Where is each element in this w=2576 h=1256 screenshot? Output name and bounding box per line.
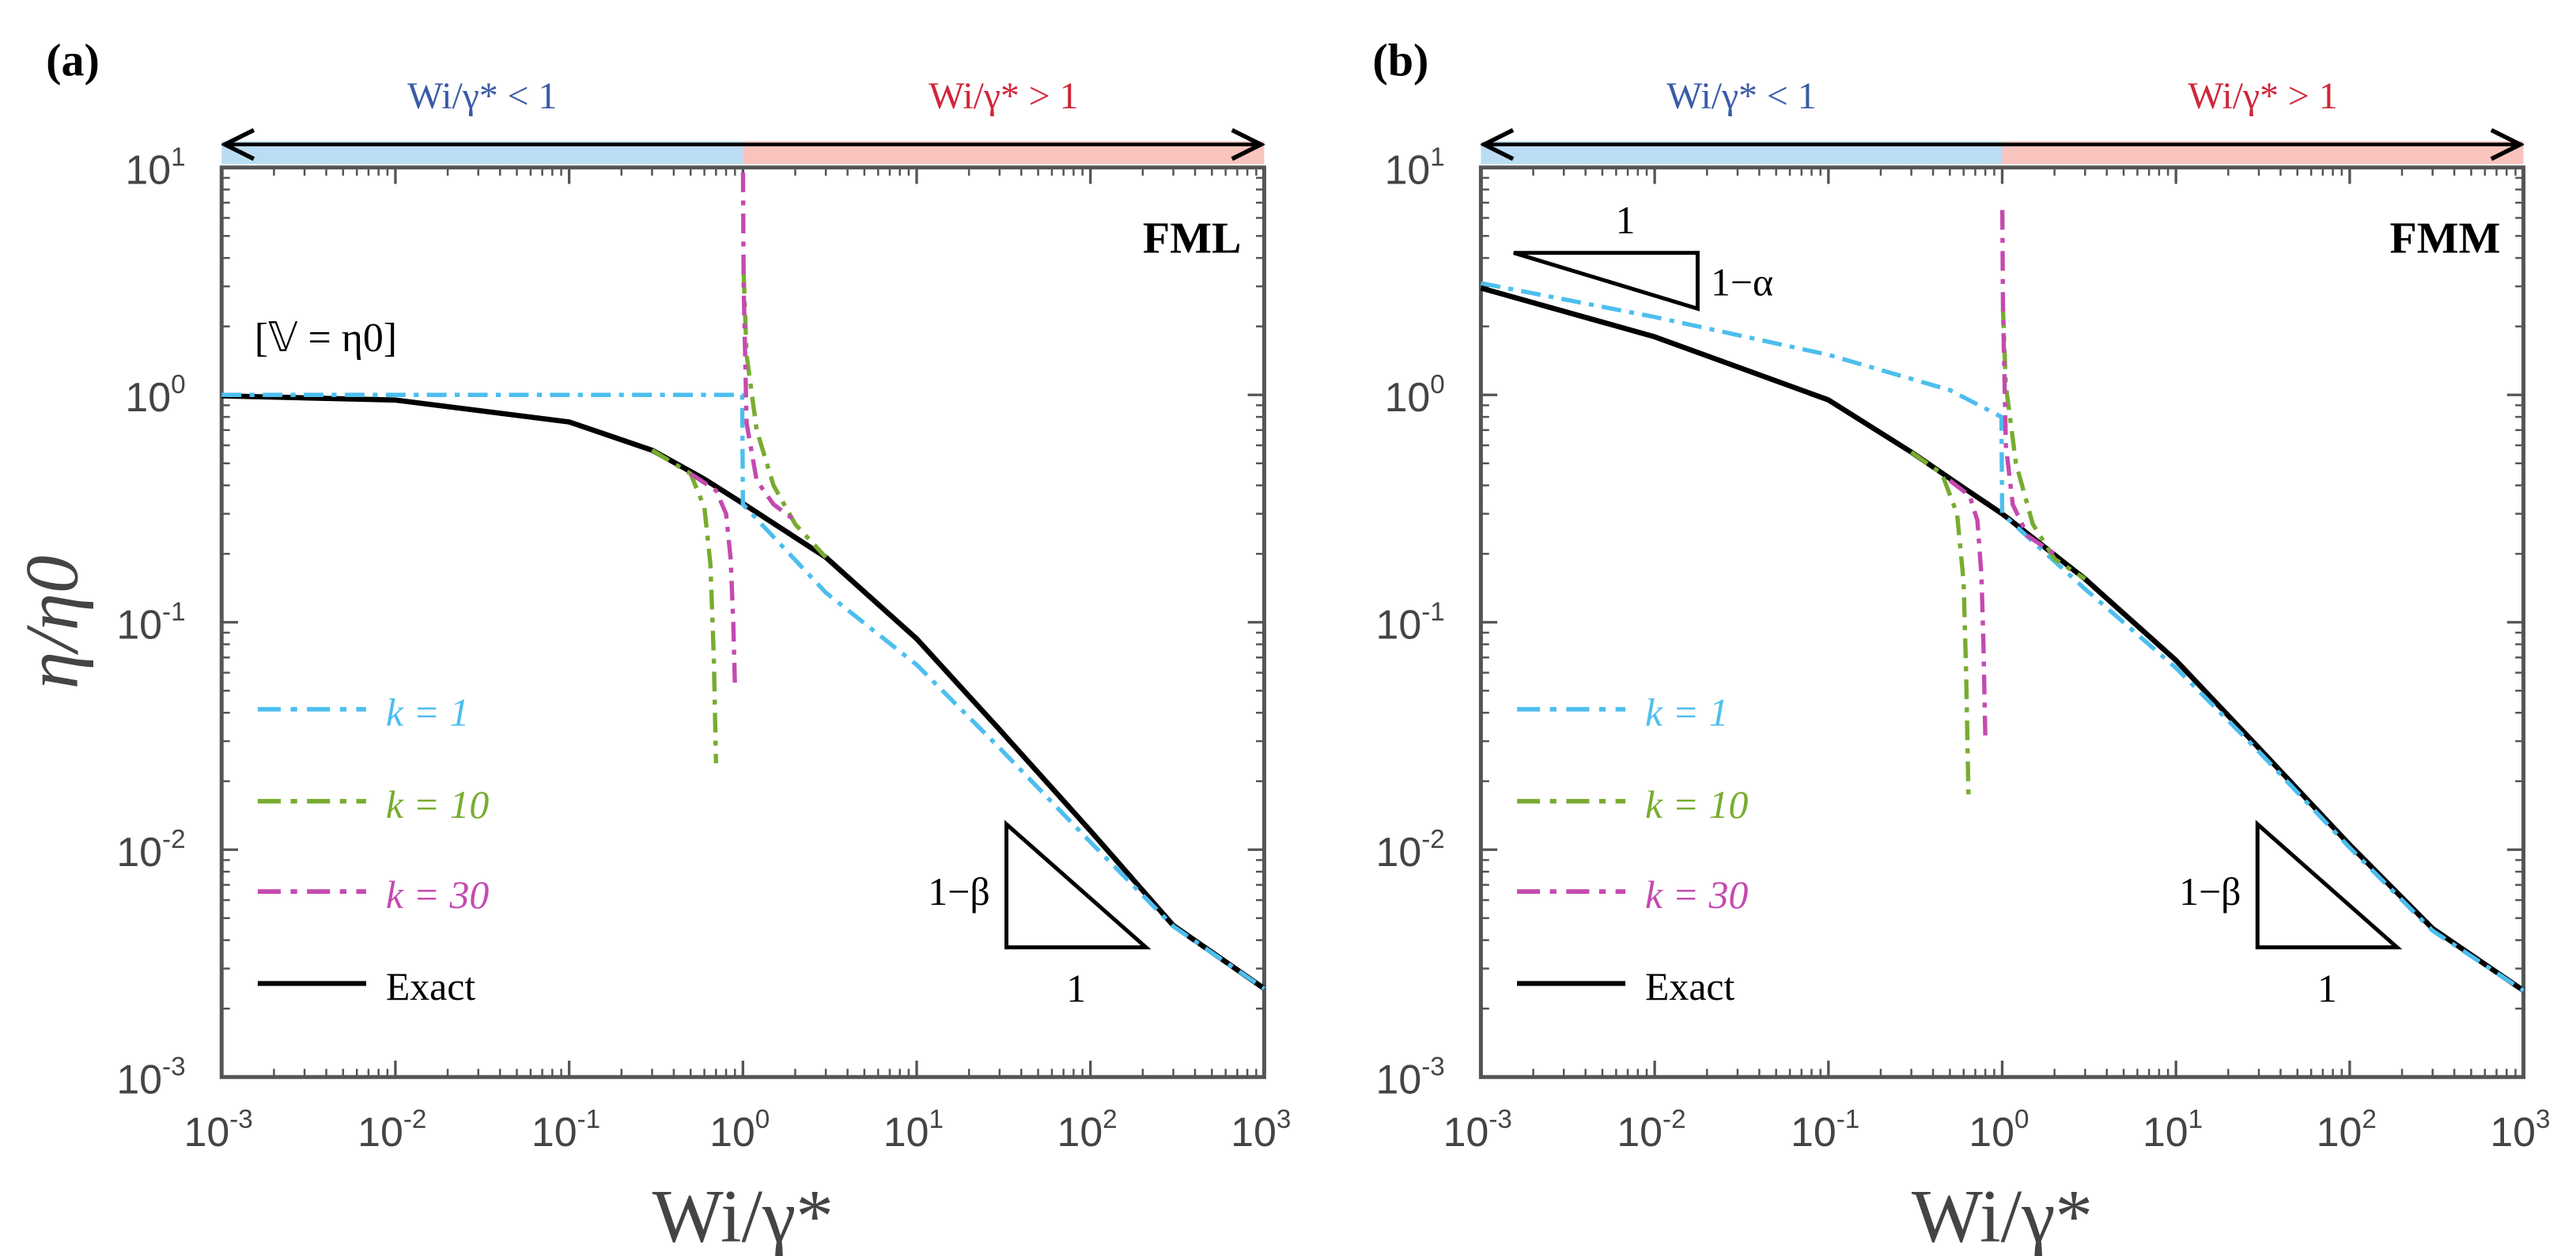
legend-label: k = 10	[386, 783, 490, 827]
x-axis-label: Wi/γ*	[1912, 1174, 2093, 1256]
slope-label-horizontal: 1	[1616, 199, 1636, 242]
legend-label: Exact	[386, 965, 476, 1008]
x-tick-label: 10-2	[1617, 1105, 1685, 1155]
x-tick-label: 102	[1057, 1105, 1117, 1155]
panel-label: (a)	[46, 34, 100, 85]
x-tick-label: 100	[709, 1105, 770, 1155]
y-tick-label: 10-3	[1376, 1053, 1445, 1103]
x-axis-label: Wi/γ*	[653, 1174, 834, 1256]
slope-triangle-alpha: 1 1−α	[1513, 199, 1773, 312]
x-tick-label: 100	[1969, 1105, 2029, 1155]
series-line-k-30-wi-1-	[689, 471, 737, 687]
legend-label: Exact	[1645, 965, 1735, 1008]
x-tick-label: 103	[2490, 1105, 2550, 1155]
y-axis-label: η/η0	[10, 555, 94, 689]
eta0-annotation: [𝕍 = η0]	[255, 316, 397, 361]
panel-b: (b) Wi/γ* < 1 Wi/γ* > 1 10-3 10-2 10-1 100 101 1…	[1372, 34, 2550, 1256]
series-line-k-1	[1480, 281, 2525, 993]
legend-label: k = 30	[1645, 873, 1749, 917]
y-tick-label: 10-1	[116, 598, 185, 648]
slope-triangle-shape	[1004, 819, 1152, 950]
slope-label-vertical: 1−α	[1711, 261, 1773, 305]
series-line-exact	[1480, 285, 2525, 993]
y-tick-label: 10-2	[116, 825, 185, 875]
slope-label-vertical: 1−β	[2179, 870, 2241, 914]
slope-triangle-shape	[1513, 251, 1700, 312]
slope-label-horizontal: 1	[2317, 967, 2337, 1010]
panel-label: (b)	[1372, 34, 1428, 85]
legend-label: k = 10	[1645, 783, 1749, 827]
series-line-k-10-wi-1-	[651, 448, 718, 763]
series-line-k-10-wi-1-	[2000, 308, 2086, 581]
slope-label-horizontal: 1	[1066, 967, 1086, 1010]
legend: k = 1 k = 10 k = 30 Exact	[1517, 691, 1749, 1008]
regime-high-label: Wi/γ* > 1	[2188, 75, 2337, 117]
x-tick-label: 102	[2317, 1105, 2377, 1155]
regime-low-label: Wi/γ* < 1	[1666, 75, 1816, 117]
ticks	[1479, 166, 2525, 1079]
slope-label-vertical: 1−β	[928, 870, 989, 914]
slope-triangle-beta: 1−β 1	[928, 819, 1152, 1010]
series-line-k-1	[221, 392, 1265, 991]
series-line-k-10-wi-1-	[1910, 450, 1971, 798]
y-tick-label: 100	[1385, 370, 1445, 420]
y-tick-label: 101	[125, 143, 185, 193]
series-line-exact	[221, 393, 1266, 991]
legend-label: k = 1	[386, 691, 470, 735]
x-tick-label: 101	[2143, 1105, 2203, 1155]
series-line-k-30-wi-1-	[740, 172, 797, 523]
x-tick-label: 10-1	[1791, 1105, 1859, 1155]
x-tick-label: 10-1	[531, 1105, 600, 1155]
y-tick-label: 10-2	[1376, 825, 1445, 875]
slope-triangle-shape	[2255, 819, 2403, 950]
legend-label: k = 1	[1645, 691, 1729, 735]
x-tick-label: 101	[883, 1105, 944, 1155]
legend: k = 1 k = 10 k = 30 Exact	[257, 691, 490, 1008]
series-line-k-30-wi-1-	[1948, 479, 1988, 739]
x-tick-label: 10-3	[1443, 1105, 1512, 1155]
ticks	[220, 166, 1266, 1079]
model-tag: FMM	[2390, 214, 2501, 263]
panel-a: (a) Wi/γ* < 1 Wi/γ* > 1 10-3 10-2 10-1 100 101 1…	[10, 34, 1292, 1256]
series-line-k-30-wi-1-	[1999, 210, 2056, 556]
slope-triangle-beta: 1−β 1	[2179, 819, 2403, 1010]
x-tick-label: 10-3	[183, 1105, 252, 1155]
model-tag: FML	[1143, 214, 1241, 263]
y-tick-label: 10-1	[1376, 598, 1445, 648]
y-tick-label: 10-3	[116, 1053, 185, 1103]
y-tick-label: 101	[1385, 143, 1445, 193]
regime-high-label: Wi/γ* > 1	[929, 75, 1078, 117]
regime-low-label: Wi/γ* < 1	[407, 75, 557, 117]
x-tick-label: 10-2	[357, 1105, 426, 1155]
legend-label: k = 30	[386, 873, 490, 917]
y-tick-label: 100	[125, 370, 185, 420]
x-tick-label: 103	[1231, 1105, 1291, 1155]
